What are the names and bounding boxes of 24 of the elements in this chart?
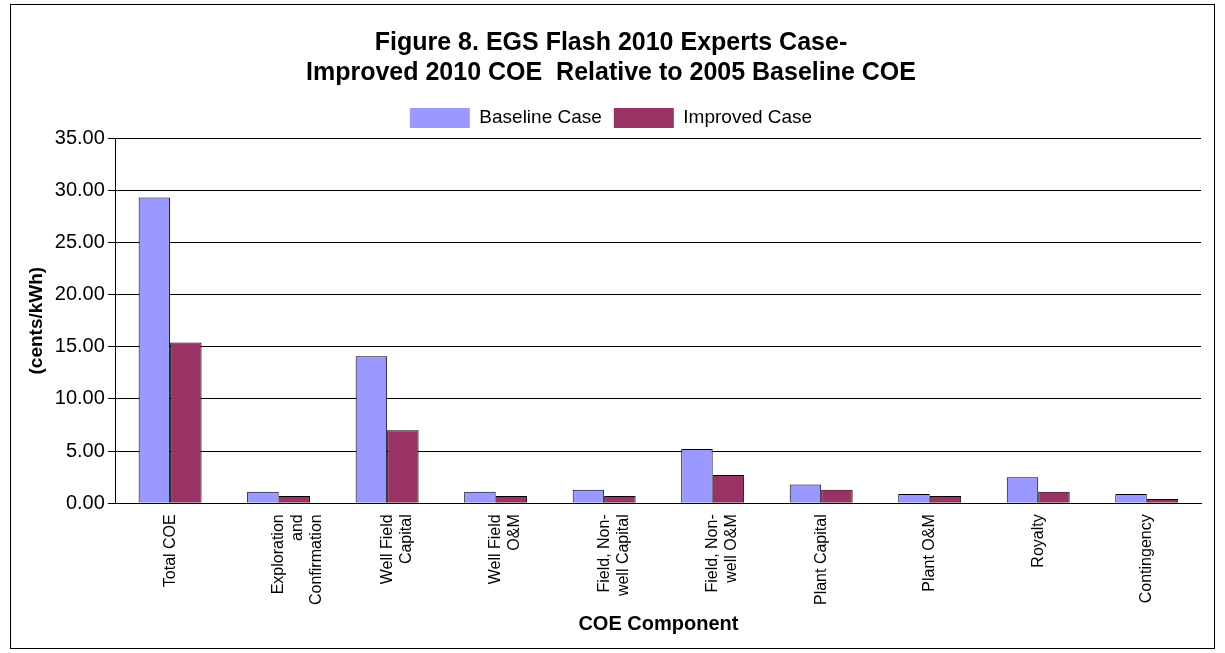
x-tick-label: Field, Non-well Capital	[594, 514, 631, 598]
y-tick-label: 10.00	[54, 386, 105, 409]
y-axis-title: (cents/kWh)	[24, 266, 46, 375]
x-tick-label: Plant Capital	[811, 514, 829, 605]
y-tick-label: 20.00	[54, 282, 105, 305]
y-tick-label: 25.00	[54, 229, 105, 252]
x-tick-label: Exploration and Confirmation	[269, 514, 325, 605]
y-tick-label: 15.00	[54, 334, 105, 357]
y-tick-label: 30.00	[54, 177, 105, 200]
x-axis-title: COE Component	[578, 611, 739, 634]
x-tick-label: Contingency	[1137, 514, 1155, 604]
y-tick-label: 0.00	[65, 490, 105, 513]
y-tick-label: 35.00	[54, 125, 105, 148]
y-tick-label: 5.00	[65, 438, 105, 461]
legend-label: Baseline Case	[479, 106, 602, 128]
legend-label: Improved Case	[683, 106, 813, 128]
x-tick-label: Well Field Capital	[377, 514, 414, 585]
x-tick-label: Well Field O&M	[486, 514, 523, 585]
text: Figure 8. EGS Flash 2010 Experts Case-	[374, 26, 848, 55]
text: Improved 2010 COE Relative to 2005 Baseline COE	[306, 56, 916, 85]
x-tick-label: Total COE	[160, 514, 178, 588]
x-tick-label: Field, Non-well O&M	[703, 514, 740, 593]
x-tick-label: Plant O&M	[920, 514, 938, 592]
x-tick-label: Royalty	[1028, 514, 1046, 568]
